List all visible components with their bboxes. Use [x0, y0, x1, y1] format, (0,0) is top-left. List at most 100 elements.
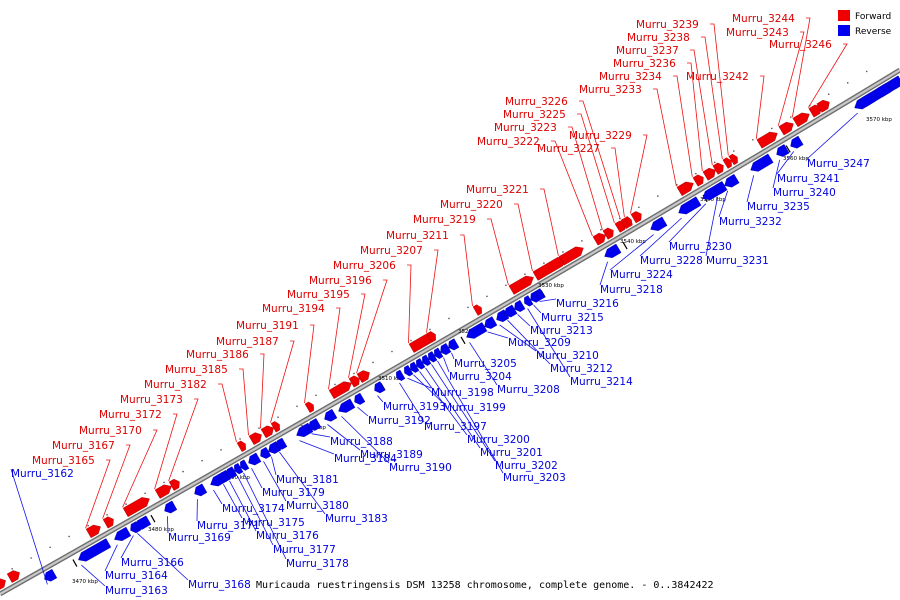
reverse-gene-label: Murru_3218: [600, 284, 663, 296]
reverse-gene-arrow: [484, 316, 498, 329]
backbone-shadow: [0, 67, 900, 597]
reverse-gene-label: Murru_3177: [273, 544, 336, 556]
forward-gene-arrow: [348, 375, 360, 388]
reverse-leader-line: [407, 377, 432, 389]
minor-tick-dot: [846, 82, 849, 84]
reverse-gene-arrow: [276, 437, 288, 450]
forward-gene-label: Murru_3225: [503, 109, 566, 121]
reverse-gene-label: Murru_3213: [530, 325, 593, 337]
reverse-leader-line: [279, 451, 326, 515]
reverse-gene-arrow: [650, 216, 668, 231]
minor-tick-dot: [334, 383, 336, 386]
forward-leader-line: [328, 307, 341, 390]
reverse-leader-line: [413, 374, 444, 404]
forward-gene-arrow: [122, 497, 150, 518]
reverse-leader-line: [487, 331, 509, 339]
minor-tick-dot: [714, 161, 716, 164]
reverse-gene-label: Murru_3204: [449, 371, 512, 383]
reverse-gene-arrow: [750, 153, 774, 172]
reverse-gene-label: Murru_3168: [188, 579, 251, 591]
forward-leader-line: [356, 279, 388, 374]
minor-tick-dot: [865, 70, 868, 73]
minor-tick-dot: [144, 492, 146, 495]
forward-gene-arrow: [728, 153, 738, 166]
reverse-gene-label: Murru_3202: [495, 460, 558, 472]
reverse-leader-line: [431, 364, 496, 462]
forward-gene-label: Murru_3226: [505, 96, 568, 108]
forward-gene-label: Murru_3182: [144, 379, 207, 391]
forward-gene-label: Murru_3167: [52, 440, 115, 452]
reverse-gene-arrow: [324, 408, 338, 422]
forward-gene-label: Murru_3238: [627, 32, 690, 44]
forward-gene-arrow: [592, 232, 606, 246]
reverse-gene-label: Murru_3179: [262, 487, 325, 499]
reverse-leader-line: [341, 416, 390, 464]
kbp-tick-mark: [622, 241, 628, 250]
forward-gene-label: Murru_3186: [186, 349, 249, 361]
forward-gene-label: Murru_3229: [569, 130, 632, 142]
forward-gene-arrow: [792, 112, 810, 128]
reverse-gene-arrow: [888, 75, 900, 90]
forward-gene-label: Murru_3234: [599, 71, 662, 83]
reverse-gene-label: Murru_3175: [242, 517, 305, 529]
forward-gene-arrow: [304, 401, 314, 413]
forward-leader-line: [85, 459, 111, 529]
reverse-gene-arrow: [678, 196, 702, 215]
reverse-gene-label: Murru_3203: [503, 472, 566, 484]
forward-gene-arrow: [702, 167, 716, 181]
reverse-gene-label: Murru_3205: [454, 358, 517, 370]
reverse-gene-label: Murru_3230: [669, 241, 732, 253]
minor-tick-dot: [258, 427, 260, 429]
forward-leader-line: [551, 140, 593, 236]
reverse-gene-label: Murru_3169: [168, 532, 231, 544]
forward-leader-line: [579, 100, 621, 220]
minor-tick-dot: [638, 206, 640, 209]
minor-tick-dot: [391, 350, 393, 353]
reverse-gene-label: Murru_3188: [330, 436, 393, 448]
reverse-gene-arrow: [790, 135, 804, 149]
reverse-gene-label: Murru_3231: [706, 255, 769, 267]
reverse-gene-arrow: [308, 418, 322, 431]
reverse-gene-label: Murru_3166: [121, 557, 184, 569]
minor-tick-dot: [315, 394, 317, 397]
reverse-leader-line: [533, 304, 542, 314]
forward-gene-arrow: [472, 304, 482, 316]
minor-tick-dot: [562, 251, 564, 253]
reverse-gene-arrow: [248, 452, 262, 466]
legend-reverse-swatch: [838, 25, 850, 36]
forward-gene-label: Murru_3191: [236, 320, 299, 332]
forward-gene-arrow: [624, 216, 633, 227]
forward-leader-line: [122, 429, 158, 508]
reverse-gene-label: Murru_3180: [286, 500, 349, 512]
reverse-leader-line: [419, 371, 468, 436]
forward-leader-line: [577, 113, 615, 224]
reverse-gene-label: Murru_3164: [105, 570, 168, 582]
minor-tick-dot: [49, 546, 51, 549]
minor-tick-dot: [87, 524, 89, 527]
forward-gene-label: Murru_3195: [287, 289, 350, 301]
reverse-leader-line: [507, 319, 551, 365]
forward-leader-line: [791, 17, 811, 118]
reverse-gene-label: Murru_3193: [383, 401, 446, 413]
reverse-gene-arrow: [354, 392, 366, 405]
reverse-gene-label: Murru_3197: [424, 421, 487, 433]
kbp-tick-label: 3560 kbp: [783, 156, 809, 162]
reverse-leader-line: [609, 234, 654, 271]
minor-tick-dot: [543, 262, 545, 264]
forward-leader-line: [611, 147, 625, 218]
reverse-gene-label: Murru_3200: [467, 434, 530, 446]
forward-gene-label: Murru_3237: [616, 45, 679, 57]
forward-leader-line: [460, 234, 473, 306]
backbone-highlight: [0, 69, 900, 595]
gene-arrows: [0, 75, 900, 590]
forward-gene-arrow: [168, 478, 180, 491]
reverse-gene-label: Murru_3241: [777, 173, 840, 185]
reverse-leader-line: [517, 314, 531, 327]
forward-leader-line: [218, 383, 237, 443]
reverse-gene-arrow: [114, 526, 132, 542]
forward-gene-label: Murru_3173: [120, 394, 183, 406]
reverse-leader-line: [167, 516, 169, 534]
reverse-leader-line: [746, 175, 755, 203]
chromosome-backbone: [0, 67, 900, 597]
